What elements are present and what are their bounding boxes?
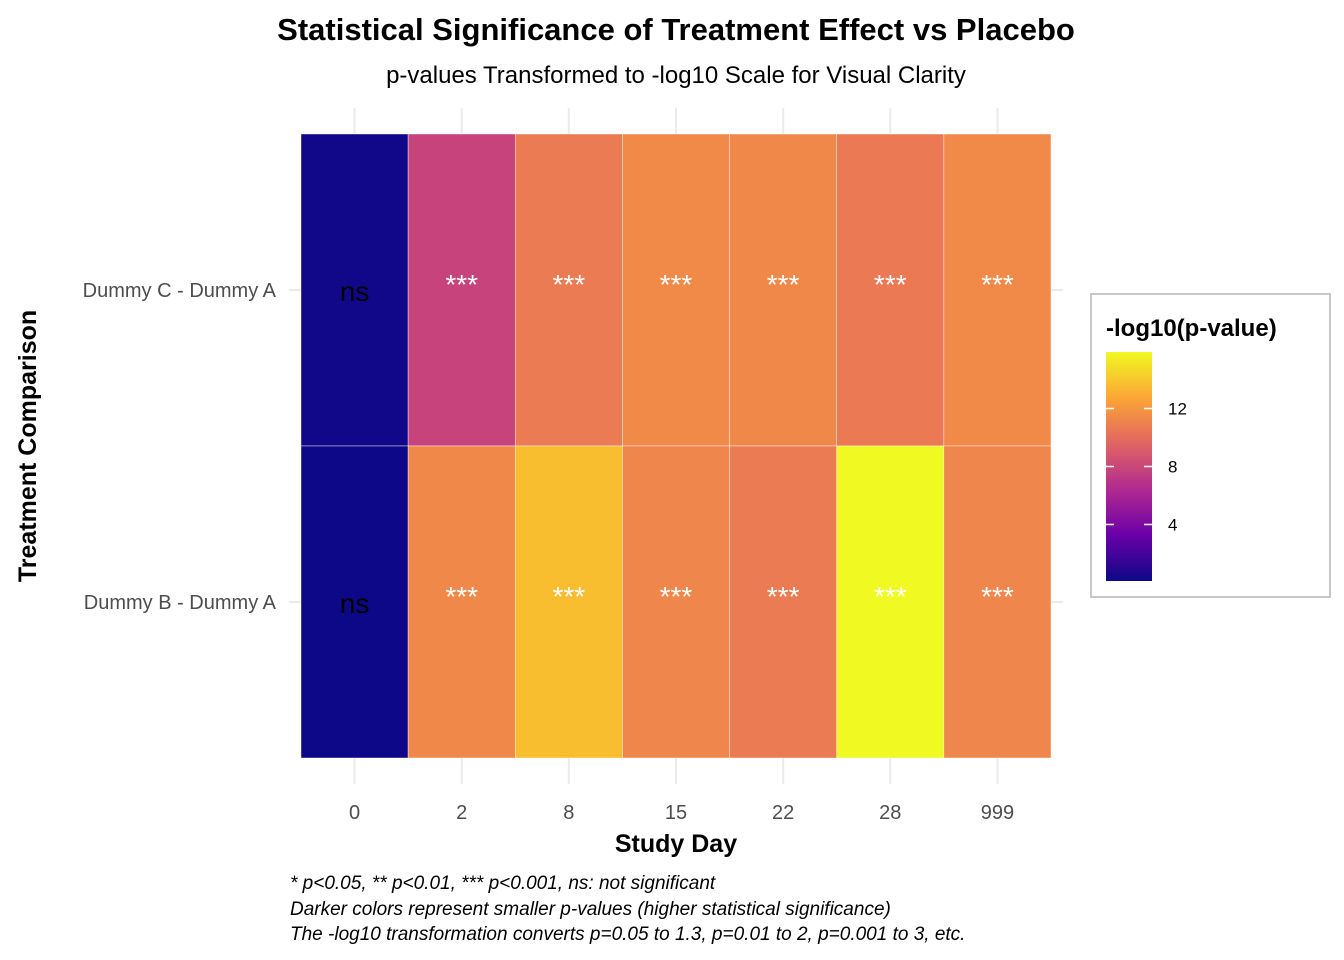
legend-title: -log10(p-value) — [1106, 315, 1277, 342]
x-tick-label: 999 — [981, 802, 1014, 824]
heatmap-cell — [729, 133, 838, 447]
cell-label: *** — [660, 581, 693, 612]
x-axis-ticks: 0 2 8 15 22 28 999 — [349, 802, 1014, 824]
cell-label: ns — [340, 588, 370, 619]
heatmap-cells — [300, 133, 1052, 759]
y-axis-ticks: Dummy C - Dummy A Dummy B - Dummy A — [83, 280, 277, 614]
cell-label: *** — [981, 581, 1014, 612]
cell-label: *** — [767, 269, 800, 300]
y-tick-label: Dummy B - Dummy A — [84, 592, 277, 614]
cell-label: *** — [981, 269, 1014, 300]
heatmap-cell — [407, 445, 516, 759]
heatmap-cell — [514, 133, 623, 447]
cell-label: *** — [445, 269, 478, 300]
legend: -log10(p-value) 4 8 12 — [1090, 293, 1331, 598]
y-tick-label: Dummy C - Dummy A — [83, 280, 277, 302]
cell-label: *** — [660, 269, 693, 300]
caption-line-3: The -log10 transformation converts p=0.0… — [290, 924, 965, 945]
cell-labels: ns *** *** *** *** *** *** ns *** *** *** *** *** *** — [340, 269, 1014, 619]
heatmap-cell — [836, 133, 945, 447]
cell-label: *** — [553, 269, 586, 300]
heatmap-cell — [622, 445, 730, 759]
heatmap-cell — [836, 445, 945, 759]
x-tick-label: 8 — [563, 802, 574, 824]
legend-tick-label: 12 — [1168, 400, 1187, 419]
x-axis-title: Study Day — [615, 830, 737, 858]
cell-label: *** — [553, 581, 586, 612]
x-tick-label: 28 — [879, 802, 901, 824]
cell-label: *** — [874, 269, 907, 300]
chart-subtitle: p-values Transformed to -log10 Scale for… — [386, 62, 966, 89]
caption-line-2: Darker colors represent smaller p-values… — [290, 899, 891, 920]
x-tick-label: 22 — [772, 802, 794, 824]
x-tick-label: 0 — [349, 802, 360, 824]
heatmap-cell — [622, 133, 730, 447]
heatmap-cell — [407, 133, 516, 447]
caption-line-1: * p<0.05, ** p<0.01, *** p<0.001, ns: no… — [290, 873, 716, 894]
heatmap-cell — [300, 445, 409, 759]
x-tick-label: 15 — [665, 802, 687, 824]
heatmap-cell — [514, 445, 623, 759]
cell-label: *** — [767, 581, 800, 612]
legend-tick-label: 8 — [1168, 458, 1177, 477]
legend-ticks: 4 8 12 — [1106, 400, 1187, 534]
heatmap-cell — [943, 133, 1052, 447]
cell-label: *** — [445, 581, 478, 612]
cell-label: *** — [874, 581, 907, 612]
y-axis-title: Treatment Comparison — [14, 310, 42, 582]
chart-title: Statistical Significance of Treatment Ef… — [277, 12, 1075, 47]
heatmap-cell — [943, 445, 1052, 759]
x-tick-label: 2 — [456, 802, 467, 824]
cell-label: ns — [340, 276, 370, 307]
legend-tick-label: 4 — [1168, 515, 1177, 534]
caption: * p<0.05, ** p<0.01, *** p<0.001, ns: no… — [290, 873, 965, 945]
